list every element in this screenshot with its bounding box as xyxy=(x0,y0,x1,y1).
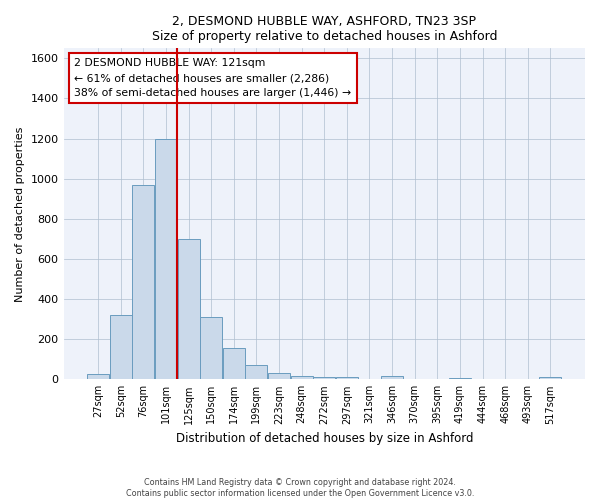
Text: Contains HM Land Registry data © Crown copyright and database right 2024.
Contai: Contains HM Land Registry data © Crown c… xyxy=(126,478,474,498)
X-axis label: Distribution of detached houses by size in Ashford: Distribution of detached houses by size … xyxy=(176,432,473,445)
Bar xyxy=(381,376,403,380)
Bar xyxy=(223,348,245,380)
Bar xyxy=(268,374,290,380)
Title: 2, DESMOND HUBBLE WAY, ASHFORD, TN23 3SP
Size of property relative to detached h: 2, DESMOND HUBBLE WAY, ASHFORD, TN23 3SP… xyxy=(152,15,497,43)
Bar xyxy=(133,184,154,380)
Bar xyxy=(449,378,471,380)
Bar xyxy=(178,239,200,380)
Bar xyxy=(539,378,561,380)
Bar xyxy=(155,138,177,380)
Bar xyxy=(200,317,222,380)
Bar xyxy=(245,366,268,380)
Bar xyxy=(87,374,109,380)
Bar xyxy=(291,376,313,380)
Bar xyxy=(110,315,132,380)
Text: 2 DESMOND HUBBLE WAY: 121sqm
← 61% of detached houses are smaller (2,286)
38% of: 2 DESMOND HUBBLE WAY: 121sqm ← 61% of de… xyxy=(74,58,351,98)
Bar xyxy=(313,378,335,380)
Bar xyxy=(336,378,358,380)
Y-axis label: Number of detached properties: Number of detached properties xyxy=(15,126,25,302)
